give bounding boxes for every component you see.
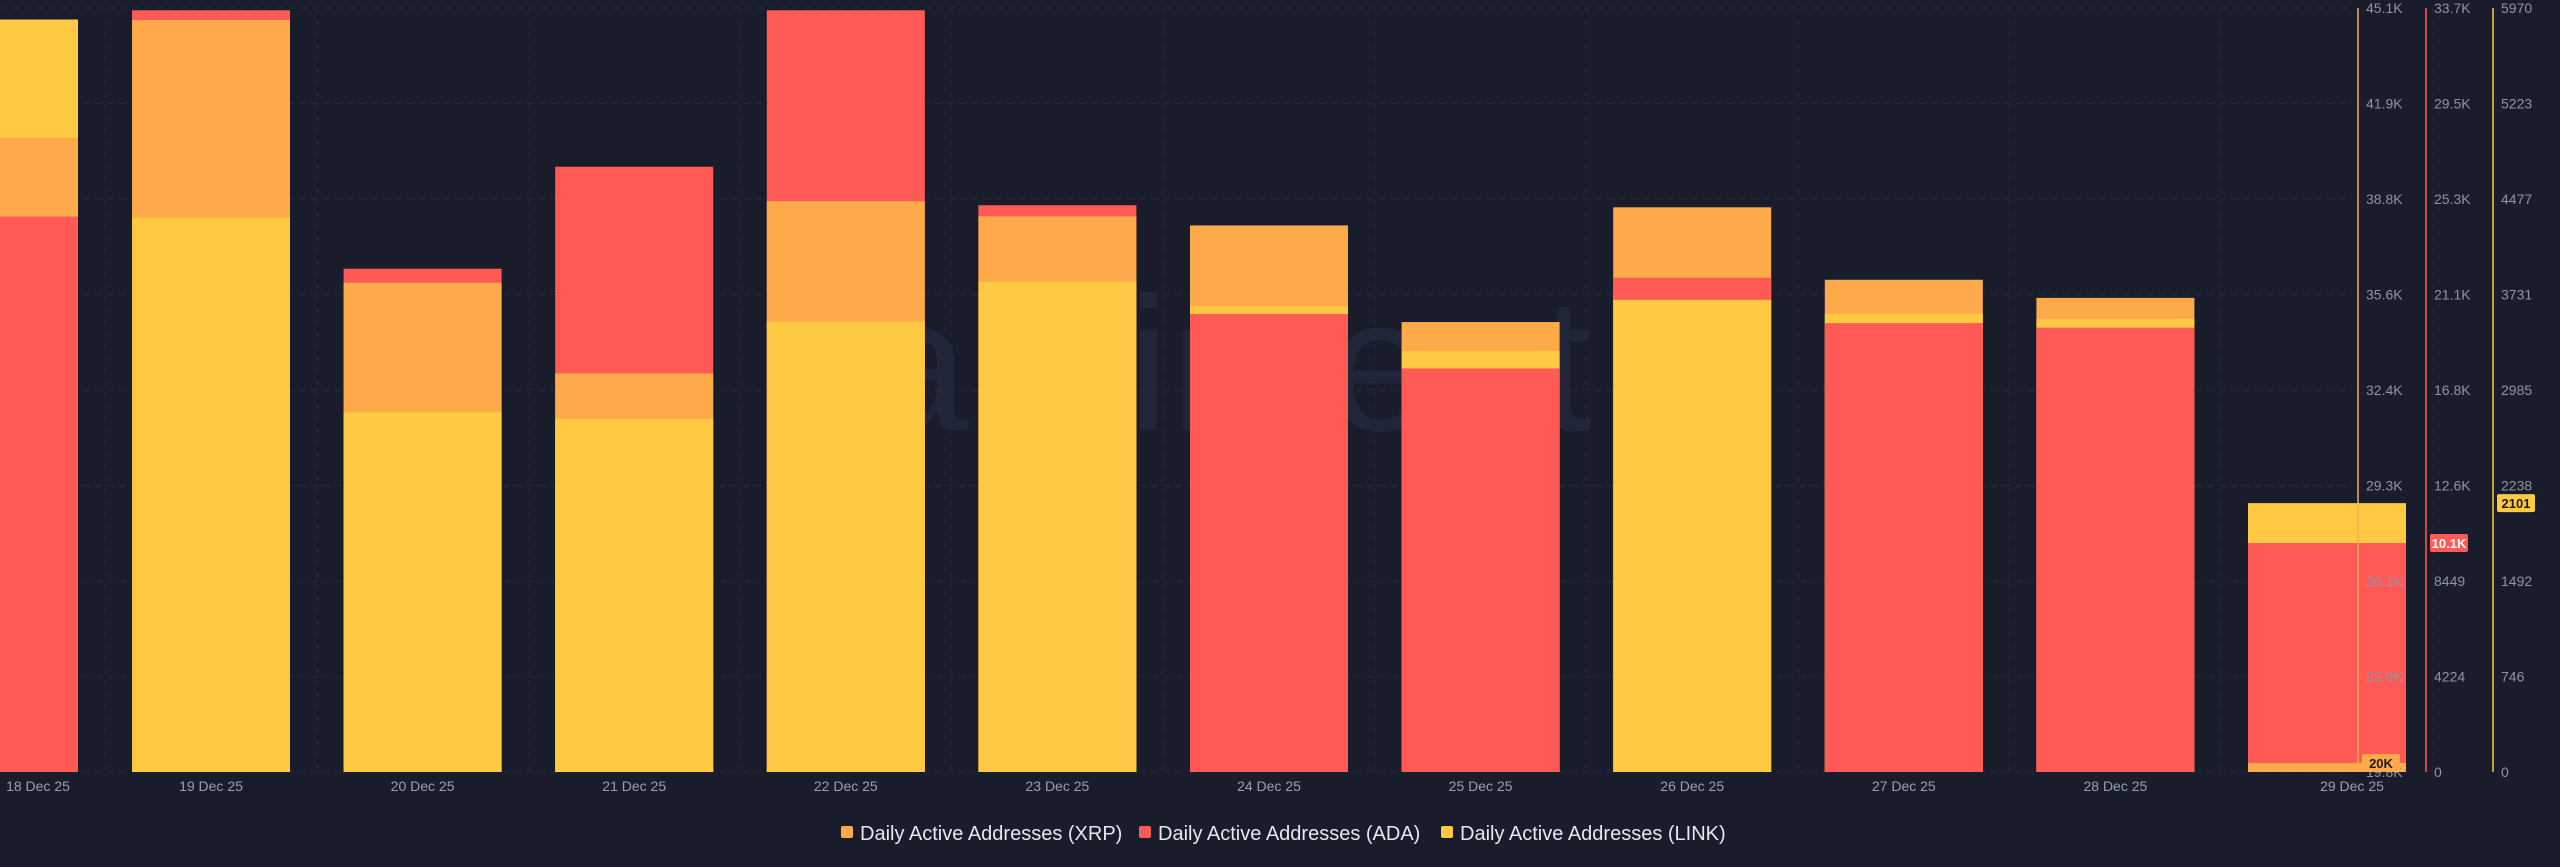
x-tick-label: 24 Dec 25 [1237, 778, 1301, 794]
bar-link[interactable] [343, 412, 502, 772]
y-tick-link: 4477 [2501, 191, 2532, 207]
y-tick-link: 1492 [2501, 573, 2532, 589]
bar-link[interactable] [132, 217, 290, 773]
y-tick-ada: 0 [2434, 764, 2442, 780]
legend-swatch [1441, 826, 1453, 838]
y-tick-link: 2985 [2501, 382, 2532, 398]
bar-link[interactable] [555, 418, 714, 772]
legend-item-ada[interactable]: Daily Active Addresses (ADA) [1139, 823, 1420, 845]
bar-ada[interactable] [0, 216, 78, 773]
x-axis: 18 Dec 25 19 Dec 25 20 Dec 25 21 Dec 25 22 D… [6, 778, 2384, 794]
x-tick-label: 26 Dec 25 [1660, 778, 1724, 794]
y-tick-ada: 4224 [2434, 669, 2465, 685]
y-tick-xrp: 26.1K [2366, 573, 2403, 589]
y-tick-link: 5970 [2501, 0, 2532, 16]
legend-item-xrp[interactable]: Daily Active Addresses (XRP) [841, 823, 1122, 845]
legend[interactable]: Daily Active Addresses (XRP) Daily Active… [841, 823, 1726, 845]
y-tick-link: 0 [2501, 764, 2509, 780]
bar-ada[interactable] [2248, 543, 2406, 772]
bar-link[interactable] [978, 281, 1137, 772]
x-tick-label: 20 Dec 25 [391, 778, 455, 794]
axis-badge-xrp [2362, 753, 2400, 772]
x-tick-label: 29 Dec 25 [2320, 778, 2384, 794]
bar-link[interactable] [1613, 299, 1772, 772]
bar-ada[interactable] [1824, 323, 1983, 772]
legend-swatch [841, 826, 853, 838]
x-tick-label: 23 Dec 25 [1025, 778, 1089, 794]
x-tick-label: 18 Dec 25 [6, 778, 70, 794]
y-tick-ada: 29.5K [2434, 96, 2471, 112]
y-tick-xrp: 35.6K [2366, 287, 2403, 303]
x-tick-label: 19 Dec 25 [179, 778, 243, 794]
bar-link[interactable] [766, 321, 925, 772]
y-tick-xrp: 41.9K [2366, 96, 2403, 112]
axis-badges: 20K 10.1K 2101 [2362, 494, 2535, 772]
x-tick-label: 21 Dec 25 [602, 778, 666, 794]
y-tick-xrp: 32.4K [2366, 382, 2403, 398]
axis-badge-label-link: 2101 [2502, 496, 2531, 511]
bars [0, 10, 2406, 773]
y-tick-ada: 25.3K [2434, 191, 2471, 207]
y-tick-link: 2238 [2501, 478, 2532, 494]
y-tick-ada: 8449 [2434, 573, 2465, 589]
bar-xrp[interactable] [2248, 762, 2406, 772]
y-tick-xrp: 45.1K [2366, 0, 2403, 16]
y-tick-xrp: 29.3K [2366, 478, 2403, 494]
bar-ada[interactable] [1190, 314, 1348, 772]
y-tick-link: 5223 [2501, 96, 2532, 112]
y-tick-xrp: 22.9K [2366, 669, 2403, 685]
legend-label: Daily Active Addresses (XRP) [860, 823, 1122, 845]
x-tick-label: 25 Dec 25 [1449, 778, 1513, 794]
y-tick-ada: 16.8K [2434, 382, 2471, 398]
axes: 45.1K 41.9K 38.8K 35.6K 32.4K 29.3K 26.1K 22.9K… [2357, 0, 2532, 780]
bar-ada[interactable] [2036, 327, 2195, 772]
y-tick-ada: 12.6K [2434, 478, 2471, 494]
axis-badge-link [2497, 494, 2535, 513]
axis-badge-label-ada: 10.1K [2432, 536, 2467, 551]
y-tick-ada: 21.1K [2434, 287, 2471, 303]
legend-item-link[interactable]: Daily Active Addresses (LINK) [1441, 823, 1726, 845]
y-tick-ada: 33.7K [2434, 0, 2471, 16]
legend-label: Daily Active Addresses (ADA) [1158, 823, 1420, 845]
y-tick-link: 746 [2501, 669, 2525, 685]
bar-ada[interactable] [1401, 368, 1560, 772]
x-tick-label: 27 Dec 25 [1872, 778, 1936, 794]
x-tick-label: 28 Dec 25 [2083, 778, 2147, 794]
y-tick-link: 3731 [2501, 287, 2532, 303]
axis-badge-label-xrp: 20K [2369, 756, 2393, 771]
legend-swatch [1139, 826, 1151, 838]
legend-label: Daily Active Addresses (LINK) [1460, 823, 1726, 845]
y-tick-xrp: 38.8K [2366, 191, 2403, 207]
axis-badge-ada [2430, 534, 2468, 553]
x-tick-label: 22 Dec 25 [814, 778, 878, 794]
